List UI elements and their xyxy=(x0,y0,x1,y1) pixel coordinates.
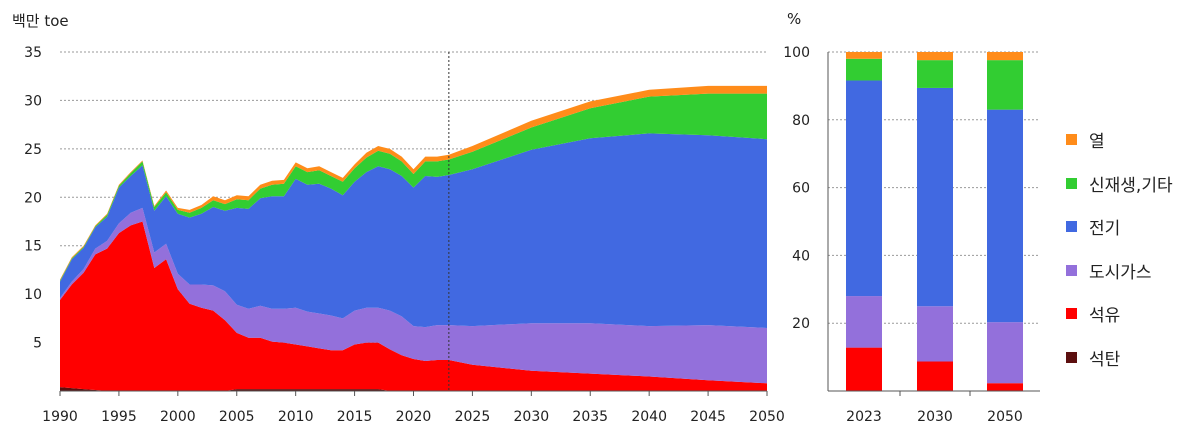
area-x-tick-label: 2000 xyxy=(160,409,196,425)
bar-x-category-label: 2030 xyxy=(917,409,953,425)
area-x-tick-label: 2015 xyxy=(337,409,373,425)
area-x-tick-label: 1990 xyxy=(42,409,78,425)
area-y-tick-label: 5 xyxy=(33,336,42,352)
bar-segment-city-gas-2023 xyxy=(846,296,882,348)
legend-item-electricity: 전기 xyxy=(1066,205,1173,249)
area-series-renewables xyxy=(60,93,767,282)
legend-swatch-coal xyxy=(1066,351,1077,363)
area-y-tick-label: 25 xyxy=(24,142,42,158)
area-y-tick-label: 15 xyxy=(24,239,42,255)
bar-rects xyxy=(846,52,1023,391)
legend-item-renewables: 신재생,기타 xyxy=(1066,162,1173,206)
bar-segment-oil-2050 xyxy=(987,383,1023,391)
area-y-tick-label: 30 xyxy=(24,93,42,109)
bar-y-tick-label: 20 xyxy=(792,316,810,332)
bar-segment-oil-2030 xyxy=(917,361,953,391)
legend-label-heat: 열 xyxy=(1089,132,1105,153)
legend-swatch-oil xyxy=(1066,308,1077,320)
area-series-electricity xyxy=(60,133,767,328)
legend-item-heat: 열 xyxy=(1066,118,1173,162)
bar-segment-renewables-2023 xyxy=(846,58,882,81)
bar-segment-renewables-2050 xyxy=(987,60,1023,110)
legend-swatch-heat xyxy=(1066,134,1077,146)
legend-label-electricity: 전기 xyxy=(1089,219,1121,240)
legend-label-city-gas: 도시가스 xyxy=(1089,262,1152,283)
area-x-tick-label: 2045 xyxy=(690,409,726,425)
area-x-tick-label: 2050 xyxy=(749,409,785,425)
area-x-tick-label: 2010 xyxy=(278,409,314,425)
legend-swatch-city-gas xyxy=(1066,264,1077,276)
legend-swatch-renewables xyxy=(1066,177,1077,189)
area-y-tick-label: 35 xyxy=(24,45,42,61)
bar-segment-electricity-2023 xyxy=(846,80,882,297)
area-x-tick-label: 2035 xyxy=(572,409,608,425)
bar-segment-city-gas-2030 xyxy=(917,306,953,362)
legend-item-city-gas: 도시가스 xyxy=(1066,249,1173,293)
bar-y-tick-label: 60 xyxy=(792,181,810,197)
bar-segment-oil-2023 xyxy=(846,347,882,391)
bar-segment-heat-2023 xyxy=(846,52,882,59)
area-y-tick-label: 20 xyxy=(24,190,42,206)
area-x-tick-label: 2005 xyxy=(219,409,255,425)
bar-x-category-label: 2023 xyxy=(846,409,882,425)
legend-label-coal: 석탄 xyxy=(1089,349,1121,370)
legend: 열 신재생,기타 전기 도시가스 석유 석탄 xyxy=(1066,118,1173,379)
area-x-tick-label: 2020 xyxy=(396,409,432,425)
bar-chart-unit-label: % xyxy=(787,10,801,28)
bar-segment-electricity-2030 xyxy=(917,87,953,307)
legend-item-coal: 석탄 xyxy=(1066,336,1173,380)
area-series-oil xyxy=(60,221,767,391)
bar-y-tick-label: 80 xyxy=(792,113,810,129)
area-x-tick-label: 2025 xyxy=(455,409,491,425)
bar-segment-city-gas-2050 xyxy=(987,322,1023,384)
bar-segment-renewables-2030 xyxy=(917,60,953,88)
bar-y-tick-label: 100 xyxy=(783,45,810,61)
legend-label-oil: 석유 xyxy=(1089,306,1121,327)
bar-segment-electricity-2050 xyxy=(987,109,1023,323)
bar-segment-heat-2050 xyxy=(987,52,1023,61)
bar-x-category-label: 2050 xyxy=(987,409,1023,425)
area-layers xyxy=(60,85,767,391)
area-x-tick-label: 1995 xyxy=(101,409,137,425)
bar-y-tick-label: 40 xyxy=(792,248,810,264)
bar-chart: % 20 40 60 80 100 2023 2030 2050 xyxy=(783,10,1040,425)
legend-label-renewables: 신재생,기타 xyxy=(1089,175,1173,196)
area-x-tick-label: 2040 xyxy=(631,409,667,425)
bar-axes: 20 40 60 80 100 2023 2030 2050 xyxy=(783,45,1040,425)
area-series-city-gas xyxy=(60,207,767,384)
area-x-tick-label: 2030 xyxy=(514,409,550,425)
legend-swatch-electricity xyxy=(1066,221,1077,233)
area-chart-unit-label: 백만 toe xyxy=(12,12,69,30)
area-y-tick-label: 10 xyxy=(24,287,42,303)
legend-item-oil: 석유 xyxy=(1066,292,1173,336)
area-series-coal xyxy=(60,387,767,391)
bar-segment-heat-2030 xyxy=(917,52,953,61)
